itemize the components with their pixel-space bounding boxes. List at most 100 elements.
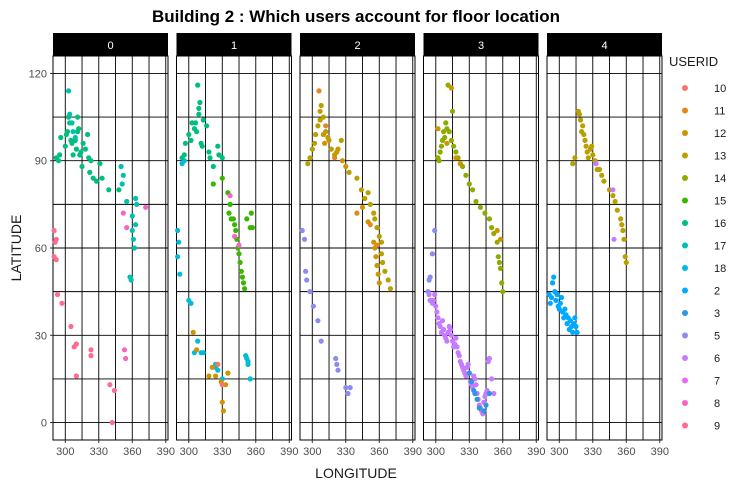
data-point-user-2 bbox=[558, 294, 565, 301]
data-point-user-15 bbox=[248, 210, 254, 216]
data-point-user-6 bbox=[593, 161, 599, 167]
data-point-user-14 bbox=[446, 129, 452, 135]
data-point-user-9 bbox=[59, 300, 65, 306]
data-point-user-14 bbox=[500, 289, 506, 295]
legend-item-17: 17 bbox=[682, 241, 726, 253]
facet-strip bbox=[300, 33, 415, 56]
data-point-user-13 bbox=[367, 201, 373, 207]
data-point-user-14 bbox=[449, 108, 456, 114]
data-point-user-2 bbox=[553, 297, 559, 303]
data-point-user-13 bbox=[380, 259, 386, 266]
facet-strip-label: 2 bbox=[354, 40, 360, 52]
data-point-user-12 bbox=[322, 140, 328, 146]
data-point-user-13 bbox=[362, 195, 368, 202]
data-point-user-12 bbox=[320, 131, 326, 138]
data-point-user-5 bbox=[343, 385, 349, 391]
data-point-user-14 bbox=[473, 198, 479, 205]
legend-item-11: 11 bbox=[682, 106, 725, 118]
data-point-user-16 bbox=[210, 163, 216, 170]
data-point-user-12 bbox=[343, 163, 349, 170]
data-point-user-16 bbox=[195, 82, 201, 88]
data-point-user-12 bbox=[334, 149, 340, 155]
data-point-user-6 bbox=[489, 376, 495, 382]
data-point-user-13 bbox=[307, 155, 313, 161]
data-point-user-14 bbox=[463, 172, 469, 178]
facet-strip-label: 4 bbox=[601, 40, 607, 52]
facet-strip-label: 1 bbox=[231, 40, 237, 52]
points-facet-4 bbox=[546, 108, 629, 335]
data-point-user-13 bbox=[577, 117, 584, 123]
data-point-user-6 bbox=[426, 291, 432, 298]
legend-item-14: 14 bbox=[682, 173, 726, 185]
data-point-user-6 bbox=[441, 326, 447, 333]
legend-item-3: 3 bbox=[682, 308, 720, 320]
legend-item-10: 10 bbox=[682, 83, 726, 95]
data-point-user-9 bbox=[51, 227, 57, 234]
data-point-user-17 bbox=[133, 222, 139, 228]
legend-swatch bbox=[682, 242, 688, 249]
x-tick-label: 330 bbox=[460, 446, 478, 458]
legend-swatch bbox=[682, 107, 688, 114]
legend-label: 11 bbox=[714, 106, 725, 118]
data-point-user-16 bbox=[93, 178, 100, 184]
data-point-user-3 bbox=[486, 390, 492, 397]
legend-label: 5 bbox=[714, 331, 720, 343]
legend-label: 13 bbox=[714, 151, 726, 163]
data-point-user-3 bbox=[466, 370, 472, 376]
data-point-user-9 bbox=[111, 387, 117, 394]
data-point-user-15 bbox=[239, 274, 245, 280]
data-point-user-16 bbox=[215, 143, 221, 149]
data-point-user-13 bbox=[309, 146, 315, 152]
data-point-user-16 bbox=[181, 152, 187, 158]
data-point-user-17 bbox=[119, 181, 125, 187]
data-point-user-5 bbox=[429, 251, 435, 257]
data-point-user-14 bbox=[482, 210, 488, 216]
data-point-user-16 bbox=[207, 155, 213, 161]
data-point-user-2 bbox=[550, 280, 556, 286]
data-point-user-3 bbox=[483, 402, 489, 408]
data-point-user-18 bbox=[215, 367, 221, 373]
data-point-user-17 bbox=[67, 111, 73, 117]
data-point-user-12 bbox=[190, 329, 196, 335]
data-point-user-16 bbox=[186, 131, 192, 138]
data-point-user-5 bbox=[334, 361, 340, 367]
x-tick-label: 360 bbox=[617, 446, 635, 458]
data-point-user-13 bbox=[620, 227, 626, 234]
data-point-user-9 bbox=[53, 257, 59, 263]
x-tick-label: 330 bbox=[213, 446, 231, 458]
legend-item-7: 7 bbox=[682, 376, 720, 388]
points-facet-1 bbox=[175, 82, 255, 414]
data-point-user-16 bbox=[85, 131, 91, 138]
legend-item-18: 18 bbox=[682, 263, 726, 275]
data-point-user-6 bbox=[433, 303, 439, 309]
legend-swatch bbox=[682, 355, 688, 361]
data-point-user-16 bbox=[58, 134, 64, 141]
data-point-user-13 bbox=[338, 137, 344, 143]
data-point-user-5 bbox=[427, 274, 433, 280]
data-point-user-14 bbox=[451, 143, 457, 149]
data-point-user-16 bbox=[56, 158, 62, 164]
data-point-user-13 bbox=[320, 114, 326, 120]
data-point-user-13 bbox=[313, 131, 319, 138]
data-point-user-12 bbox=[444, 140, 450, 146]
legend-item-6: 6 bbox=[682, 353, 720, 365]
data-point-user-17 bbox=[128, 277, 134, 283]
data-point-user-13 bbox=[596, 166, 603, 173]
data-point-user-13 bbox=[382, 268, 388, 274]
legend-label: 8 bbox=[714, 398, 720, 410]
legend-item-12: 12 bbox=[682, 128, 726, 140]
legend-item-15: 15 bbox=[682, 196, 726, 208]
legend-swatch bbox=[682, 130, 688, 136]
data-point-user-5 bbox=[432, 227, 438, 234]
data-point-user-11 bbox=[332, 155, 338, 161]
data-point-user-15 bbox=[233, 227, 239, 234]
data-point-user-13 bbox=[621, 236, 627, 242]
x-tick-label: 360 bbox=[247, 446, 265, 458]
data-point-user-13 bbox=[378, 239, 385, 245]
points-facet-0 bbox=[51, 88, 149, 426]
data-point-user-2 bbox=[567, 318, 574, 324]
facet-strip bbox=[53, 33, 168, 56]
data-point-user-12 bbox=[435, 126, 441, 132]
data-point-user-13 bbox=[580, 123, 586, 129]
data-point-user-6 bbox=[610, 187, 616, 193]
